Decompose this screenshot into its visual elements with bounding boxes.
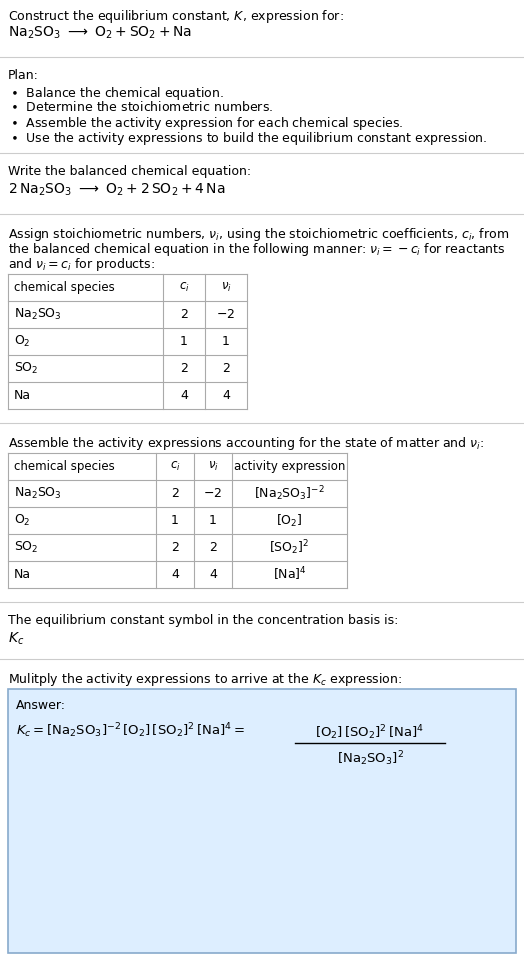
Text: $[\mathrm{Na_2SO_3}]^2$: $[\mathrm{Na_2SO_3}]^2$ bbox=[336, 749, 403, 768]
Text: activity expression: activity expression bbox=[234, 460, 345, 473]
Text: Assign stoichiometric numbers, $\nu_i$, using the stoichiometric coefficients, $: Assign stoichiometric numbers, $\nu_i$, … bbox=[8, 226, 509, 243]
Text: $\mathrm{O_2}$: $\mathrm{O_2}$ bbox=[14, 334, 30, 349]
Text: chemical species: chemical species bbox=[14, 281, 115, 294]
Text: 2: 2 bbox=[180, 362, 188, 375]
FancyBboxPatch shape bbox=[8, 689, 516, 953]
Text: 4: 4 bbox=[209, 568, 217, 581]
Text: 4: 4 bbox=[222, 389, 230, 402]
Text: Mulitply the activity expressions to arrive at the $K_c$ expression:: Mulitply the activity expressions to arr… bbox=[8, 671, 402, 688]
Text: 4: 4 bbox=[171, 568, 179, 581]
Text: $K_c = [\mathrm{Na_2SO_3}]^{-2}\,[\mathrm{O_2}]\,[\mathrm{SO_2}]^2\,[\mathrm{Na}: $K_c = [\mathrm{Na_2SO_3}]^{-2}\,[\mathr… bbox=[16, 721, 245, 739]
Text: 1: 1 bbox=[180, 335, 188, 348]
Text: $[\mathrm{SO_2}]^2$: $[\mathrm{SO_2}]^2$ bbox=[269, 538, 310, 557]
Text: 2: 2 bbox=[222, 362, 230, 375]
Text: $\bullet$  Assemble the activity expression for each chemical species.: $\bullet$ Assemble the activity expressi… bbox=[10, 115, 403, 132]
Text: 2: 2 bbox=[209, 541, 217, 554]
Text: Na: Na bbox=[14, 389, 31, 402]
Text: $[\mathrm{Na_2SO_3}]^{-2}$: $[\mathrm{Na_2SO_3}]^{-2}$ bbox=[254, 484, 325, 503]
Text: 1: 1 bbox=[222, 335, 230, 348]
Text: $\bullet$  Use the activity expressions to build the equilibrium constant expres: $\bullet$ Use the activity expressions t… bbox=[10, 130, 487, 147]
Text: Construct the equilibrium constant, $K$, expression for:: Construct the equilibrium constant, $K$,… bbox=[8, 8, 344, 25]
Text: Na: Na bbox=[14, 568, 31, 581]
Text: chemical species: chemical species bbox=[14, 460, 115, 473]
Text: $\mathrm{SO_2}$: $\mathrm{SO_2}$ bbox=[14, 361, 38, 376]
Text: Answer:: Answer: bbox=[16, 699, 66, 712]
Text: 1: 1 bbox=[209, 514, 217, 527]
Text: $\bullet$  Determine the stoichiometric numbers.: $\bullet$ Determine the stoichiometric n… bbox=[10, 100, 273, 114]
Text: $c_i$: $c_i$ bbox=[170, 460, 180, 473]
Text: $\mathrm{O_2}$: $\mathrm{O_2}$ bbox=[14, 513, 30, 528]
Text: $\mathrm{Na_2SO_3}\ \longrightarrow\ \mathrm{O_2 + SO_2 + Na}$: $\mathrm{Na_2SO_3}\ \longrightarrow\ \ma… bbox=[8, 25, 192, 41]
Text: and $\nu_i = c_i$ for products:: and $\nu_i = c_i$ for products: bbox=[8, 256, 155, 273]
Text: $-2$: $-2$ bbox=[216, 308, 236, 321]
Text: 2: 2 bbox=[171, 487, 179, 500]
Text: 2: 2 bbox=[171, 541, 179, 554]
Text: $[\mathrm{O_2}]$: $[\mathrm{O_2}]$ bbox=[276, 512, 303, 528]
Text: $\nu_i$: $\nu_i$ bbox=[221, 281, 232, 294]
Text: $\nu_i$: $\nu_i$ bbox=[208, 460, 219, 473]
Text: Assemble the activity expressions accounting for the state of matter and $\nu_i$: Assemble the activity expressions accoun… bbox=[8, 435, 484, 452]
Text: 1: 1 bbox=[171, 514, 179, 527]
Text: 4: 4 bbox=[180, 389, 188, 402]
Text: $\bullet$  Balance the chemical equation.: $\bullet$ Balance the chemical equation. bbox=[10, 85, 224, 102]
Text: Plan:: Plan: bbox=[8, 69, 39, 82]
Text: Write the balanced chemical equation:: Write the balanced chemical equation: bbox=[8, 165, 251, 178]
Text: the balanced chemical equation in the following manner: $\nu_i = -c_i$ for react: the balanced chemical equation in the fo… bbox=[8, 241, 506, 258]
Text: $c_i$: $c_i$ bbox=[179, 281, 189, 294]
Text: $\mathrm{Na_2SO_3}$: $\mathrm{Na_2SO_3}$ bbox=[14, 307, 62, 322]
Text: The equilibrium constant symbol in the concentration basis is:: The equilibrium constant symbol in the c… bbox=[8, 614, 398, 627]
Text: $[\mathrm{Na}]^4$: $[\mathrm{Na}]^4$ bbox=[272, 566, 307, 583]
Text: $K_c$: $K_c$ bbox=[8, 631, 24, 647]
Text: $[\mathrm{O_2}]\,[\mathrm{SO_2}]^2\,[\mathrm{Na}]^4$: $[\mathrm{O_2}]\,[\mathrm{SO_2}]^2\,[\ma… bbox=[315, 723, 424, 741]
Text: $-2$: $-2$ bbox=[203, 487, 223, 500]
Text: $\mathrm{2\,Na_2SO_3\ \longrightarrow\ O_2 + 2\,SO_2 + 4\,Na}$: $\mathrm{2\,Na_2SO_3\ \longrightarrow\ O… bbox=[8, 182, 225, 199]
Text: $\mathrm{Na_2SO_3}$: $\mathrm{Na_2SO_3}$ bbox=[14, 486, 62, 501]
Text: $\mathrm{SO_2}$: $\mathrm{SO_2}$ bbox=[14, 540, 38, 555]
Text: 2: 2 bbox=[180, 308, 188, 321]
